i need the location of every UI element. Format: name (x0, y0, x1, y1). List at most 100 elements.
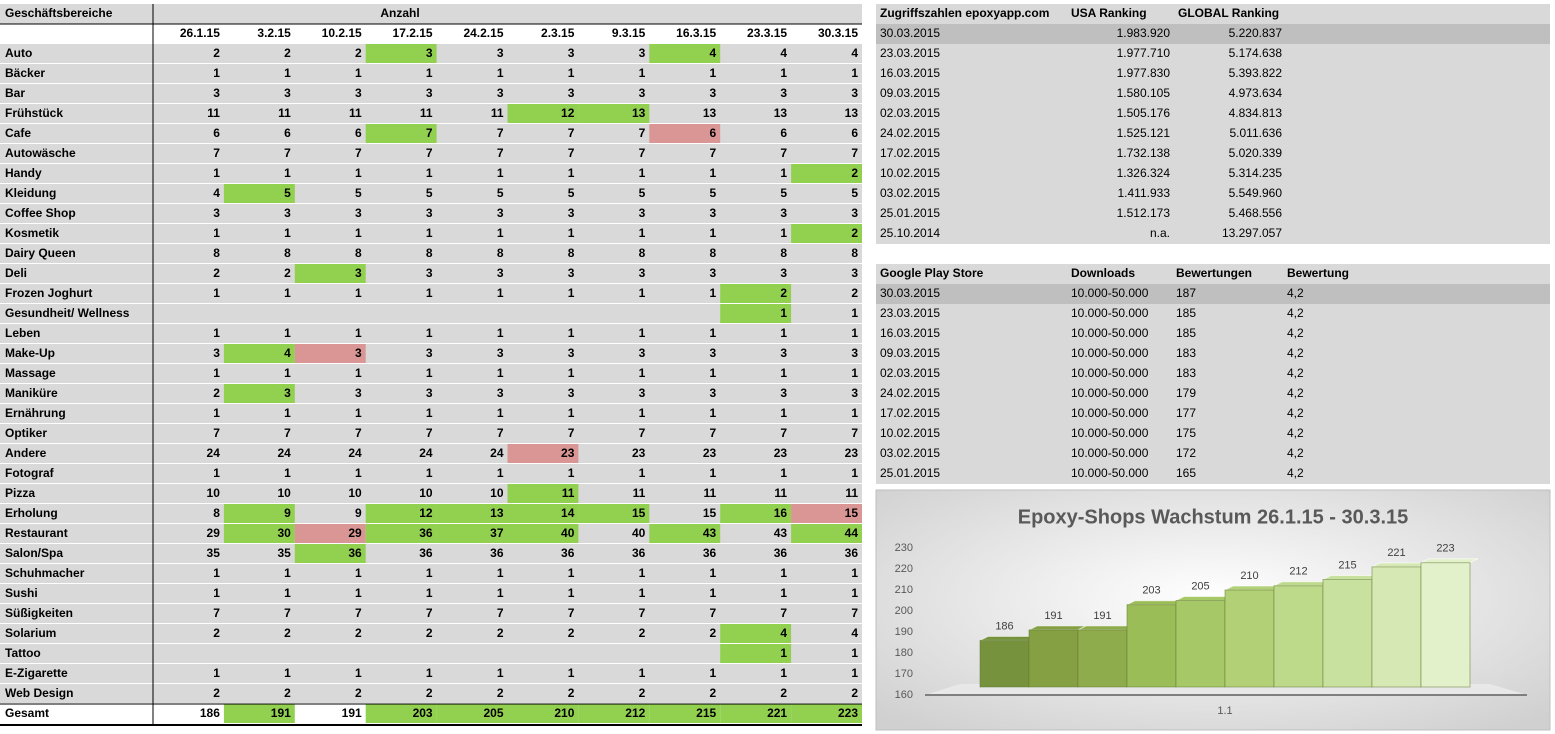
cell-value: 1 (710, 466, 717, 480)
cell-value: 36 (490, 546, 504, 560)
header: Anzahl (380, 6, 419, 20)
cell-value: 7 (426, 126, 433, 140)
cell-value: 3 (426, 46, 433, 60)
cell-value: 36 (419, 526, 433, 540)
cell-value: 8 (497, 246, 504, 260)
cell-value: 3 (710, 346, 717, 360)
cell: 10.000-50.000 (1071, 426, 1149, 440)
cell-value: 1 (213, 166, 220, 180)
cell-value: 1 (639, 666, 646, 680)
header: Zugriffszahlen epoxyapp.com (880, 6, 1049, 20)
cell-value: 1 (568, 66, 575, 80)
cell-value: 3 (213, 206, 220, 220)
cell-value: 1 (780, 166, 787, 180)
cell-value: 1 (568, 466, 575, 480)
bar-top (1371, 562, 1430, 568)
cell: 183 (1176, 346, 1196, 360)
cell-value: 8 (851, 246, 858, 260)
cell-value: 2 (851, 686, 858, 700)
cell-value: 7 (639, 426, 646, 440)
cell-value: 24 (207, 446, 221, 460)
y-tick-label: 210 (895, 584, 913, 596)
cell-value: 2 (284, 686, 291, 700)
cell-value: 3 (780, 346, 787, 360)
header: USA Ranking (1071, 6, 1147, 20)
cell: 03.02.2015 (880, 446, 940, 460)
date-header: 23.3.15 (747, 26, 787, 40)
cell: 4,2 (1287, 466, 1304, 480)
cell-value: 35 (277, 546, 291, 560)
row-background (0, 64, 862, 83)
cell-value: 2 (639, 686, 646, 700)
cell: 5.011.636 (1230, 126, 1283, 140)
cell-highlight (507, 104, 579, 123)
cell-value: 215 (696, 706, 716, 720)
date-header: 30.3.15 (818, 26, 858, 40)
row-name: Deli (5, 266, 27, 280)
cell-value: 1 (780, 326, 787, 340)
cell-value: 1 (639, 226, 646, 240)
cell-value: 3 (284, 386, 291, 400)
bar (1420, 562, 1471, 688)
cell-value: 4 (284, 346, 291, 360)
cell-value: 8 (639, 246, 646, 260)
cell-value: 3 (851, 266, 858, 280)
cell-value: 1 (355, 166, 362, 180)
row-name: Tattoo (5, 646, 41, 660)
cell-value: 7 (355, 426, 362, 440)
cell-value: 1 (780, 646, 787, 660)
cell-value: 24 (419, 446, 433, 460)
header: GLOBAL Ranking (1178, 6, 1279, 20)
cell-highlight (791, 524, 862, 543)
row-name: Gesundheit/ Wellness (5, 306, 130, 320)
cell-value: 1 (426, 586, 433, 600)
cell-value: 1 (355, 66, 362, 80)
cell-value: 5 (568, 186, 575, 200)
cell: 02.03.2015 (880, 106, 940, 120)
cell: 09.03.2015 (880, 346, 940, 360)
cell-value: 11 (278, 106, 291, 120)
cell: 16.03.2015 (880, 66, 940, 80)
row-background (0, 204, 862, 223)
cell-highlight (578, 104, 650, 123)
cell-value: 1 (213, 406, 220, 420)
cell: 24.02.2015 (880, 386, 940, 400)
cell-value: 4 (710, 46, 717, 60)
cell-value: 3 (780, 206, 787, 220)
cell-value: 13 (490, 506, 504, 520)
row-name: Süßigkeiten (5, 606, 73, 620)
cell: 30.03.2015 (880, 26, 940, 40)
cell-value: 8 (426, 246, 433, 260)
cell-value: 1 (284, 326, 291, 340)
cell-value: 11 (774, 486, 787, 500)
cell-value: 3 (426, 386, 433, 400)
cell-value: 7 (568, 146, 575, 160)
cell-value: 1 (355, 566, 362, 580)
cell: 4,2 (1287, 366, 1304, 380)
cell: 1.977.710 (1117, 46, 1171, 60)
cell: 165 (1176, 466, 1196, 480)
cell-value: 1 (426, 286, 433, 300)
cell: 10.02.2015 (880, 166, 940, 180)
cell-value: 1 (639, 586, 646, 600)
cell-value: 11 (349, 106, 362, 120)
cell-value: 10 (277, 486, 291, 500)
cell-value: 3 (639, 206, 646, 220)
cell-value: 2 (213, 46, 220, 60)
cell: 10.000-50.000 (1071, 466, 1149, 480)
cell-value: 1 (639, 286, 646, 300)
cell-value: 1 (284, 286, 291, 300)
data-label: 203 (1142, 585, 1160, 597)
cell: 09.03.2015 (880, 86, 940, 100)
bar-top (1322, 575, 1381, 580)
cell-value: 11 (704, 486, 717, 500)
cell-value: 1 (780, 566, 787, 580)
cell-value: 2 (568, 626, 575, 640)
cell-value: 29 (348, 526, 362, 540)
date-header: 2.3.15 (541, 26, 575, 40)
cell-value: 11 (420, 106, 433, 120)
row-background (0, 304, 862, 323)
cell-value: 7 (497, 606, 504, 620)
cell-value: 23 (774, 446, 788, 460)
